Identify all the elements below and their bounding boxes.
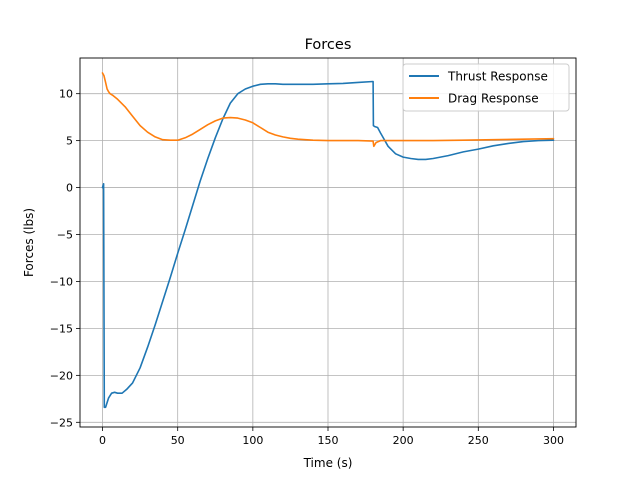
x-axis-label: Time (s)	[303, 456, 353, 470]
series-line-thrust-response	[101, 80, 555, 409]
legend: Thrust Response Drag Response	[402, 63, 570, 112]
x-tick-label: 150	[318, 434, 339, 447]
series-lines	[101, 72, 555, 409]
legend-box	[402, 63, 570, 112]
y-tick-label: −25	[50, 416, 73, 429]
series-line-drag-response	[101, 72, 555, 148]
y-tick-label: −15	[50, 322, 73, 335]
x-tick-label: 250	[468, 434, 489, 447]
x-tick-label: 100	[242, 434, 263, 447]
y-tick-label: 10	[59, 88, 73, 101]
y-tick-label: −10	[50, 275, 73, 288]
chart-title: Forces	[305, 37, 352, 53]
x-tick-label: 300	[543, 434, 564, 447]
x-tick-label: 200	[393, 434, 414, 447]
y-tick-label: 0	[66, 182, 73, 195]
y-tick-label: −5	[57, 229, 73, 242]
y-axis-label: Forces (lbs)	[22, 208, 36, 277]
y-tick-label: 5	[66, 135, 73, 148]
axis-ticks: 0 50 100 150 200 250 300 −25 −20 −15 −10 −5 0 5 10	[50, 88, 564, 447]
legend-label-thrust: Thrust Response	[447, 70, 548, 84]
legend-label-drag: Drag Response	[448, 92, 539, 106]
x-tick-label: 0	[99, 434, 106, 447]
y-tick-label: −20	[50, 369, 73, 382]
x-tick-label: 50	[171, 434, 185, 447]
